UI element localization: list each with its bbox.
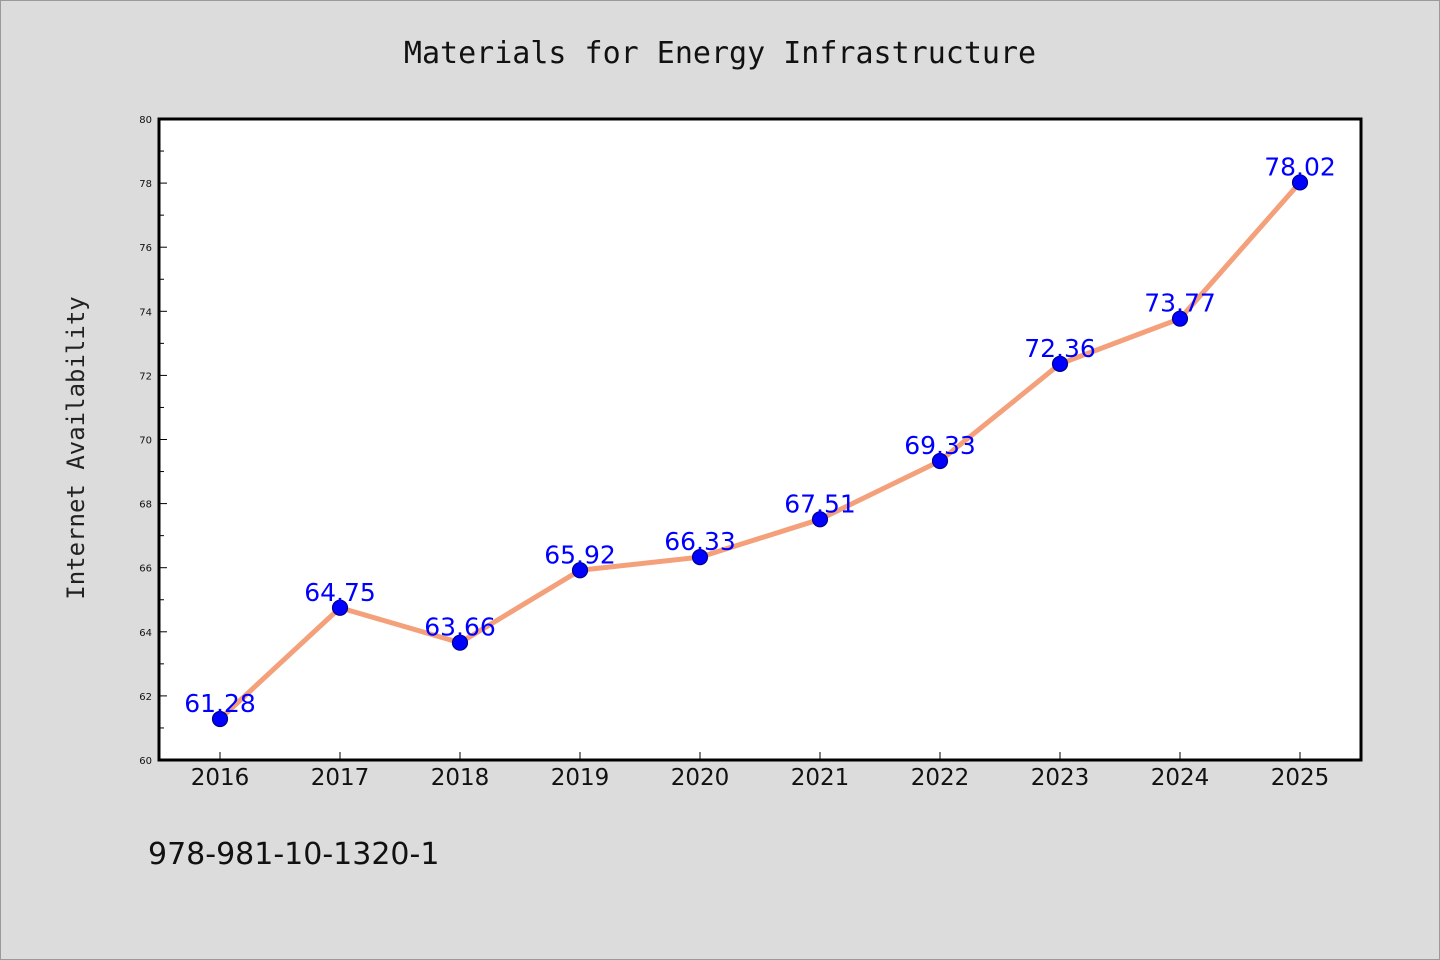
x-tick-label: 2016 xyxy=(191,765,250,791)
y-tick-label: 68 xyxy=(139,500,152,511)
y-axis-label: Internet Availability xyxy=(62,296,90,599)
x-tick-label: 2022 xyxy=(911,765,970,791)
data-point xyxy=(691,549,709,566)
data-point xyxy=(1291,174,1309,191)
x-tick-label: 2017 xyxy=(311,765,370,791)
data-label: 69.33 xyxy=(904,431,976,460)
y-tick-label: 76 xyxy=(139,243,152,254)
x-tick-label: 2018 xyxy=(431,765,490,791)
data-label: 67.51 xyxy=(784,489,856,518)
data-point xyxy=(811,511,829,528)
data-label: 65.92 xyxy=(544,540,616,569)
y-tick-label: 62 xyxy=(139,692,152,703)
y-tick-label: 70 xyxy=(139,436,152,447)
data-label: 73.77 xyxy=(1144,289,1216,318)
data-point xyxy=(451,634,469,651)
plot-area xyxy=(157,117,1363,762)
data-point xyxy=(1051,355,1069,372)
x-tick-label: 2023 xyxy=(1031,765,1090,791)
data-label: 61.28 xyxy=(184,689,256,718)
x-tick-label: 2025 xyxy=(1271,765,1330,791)
data-point xyxy=(571,562,589,579)
series-line xyxy=(217,179,1303,722)
y-tick-label: 78 xyxy=(139,179,152,190)
x-tick-label: 2021 xyxy=(791,765,850,791)
data-point xyxy=(331,599,349,616)
y-tick-label: 80 xyxy=(139,115,152,126)
x-axis-ticks: 2016 2017 2018 2019 2020 2021 2022 2023 2024 2025 xyxy=(191,752,1330,791)
data-label: 72.36 xyxy=(1024,334,1096,363)
isbn-footer: 978-981-10-1320-1 xyxy=(148,837,439,872)
y-axis-ticks: 60 62 64 66 68 70 72 74 76 78 80 xyxy=(139,115,167,767)
data-label: 66.33 xyxy=(664,527,736,556)
x-tick-label: 2020 xyxy=(671,765,730,791)
data-point xyxy=(211,710,229,728)
data-point xyxy=(931,452,949,470)
series-layer: 61.28 64.75 63.66 65.92 66.33 67.51 69.33 72.36… xyxy=(184,152,1336,728)
chart-title: Materials for Energy Infrastructure xyxy=(404,36,1036,71)
data-label: 78.02 xyxy=(1264,152,1336,181)
y-tick-label: 64 xyxy=(139,628,152,639)
data-point xyxy=(1171,310,1189,327)
data-label: 64.75 xyxy=(304,578,376,607)
x-tick-label: 2019 xyxy=(551,765,610,791)
y-tick-label: 72 xyxy=(139,371,152,382)
y-tick-label: 66 xyxy=(139,564,152,575)
y-tick-label: 74 xyxy=(139,307,152,318)
y-tick-label: 60 xyxy=(139,756,152,767)
x-tick-label: 2024 xyxy=(1151,765,1210,791)
data-label: 63.66 xyxy=(424,613,496,642)
